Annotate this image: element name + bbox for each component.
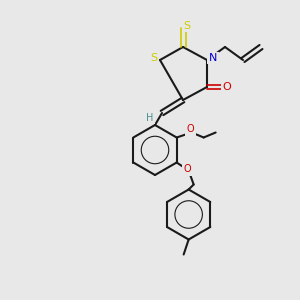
Text: H: H [146,113,154,123]
Text: O: O [223,82,231,92]
Text: O: O [184,164,191,175]
Text: S: S [150,53,158,63]
Text: O: O [187,124,194,134]
Text: S: S [183,21,190,31]
Text: N: N [209,53,217,63]
